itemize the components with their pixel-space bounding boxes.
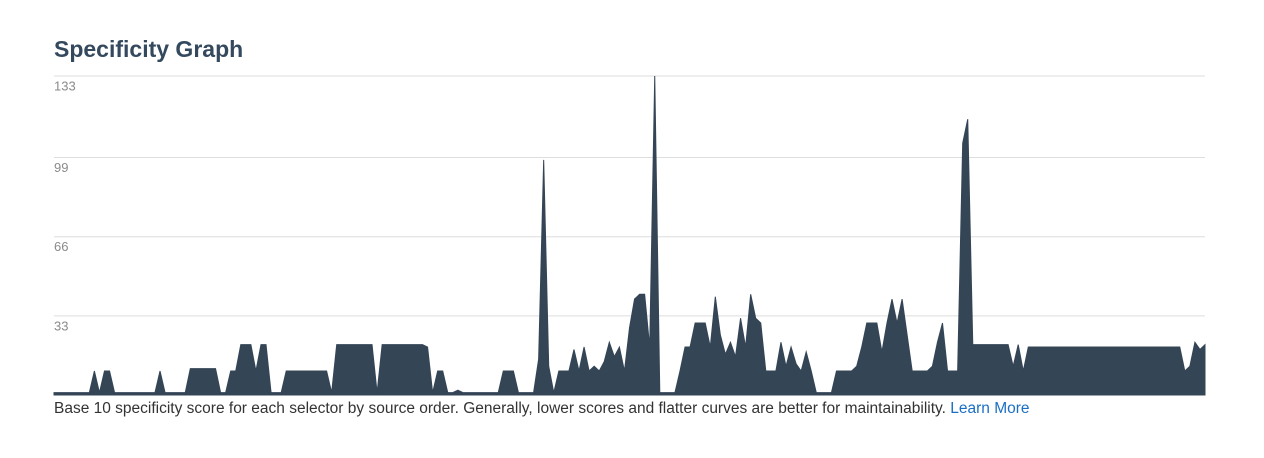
y-tick-label: 133 bbox=[54, 78, 76, 93]
area bbox=[53, 75, 1206, 396]
learn-more-link[interactable]: Learn More bbox=[950, 400, 1029, 417]
y-tick-label: 33 bbox=[54, 318, 68, 333]
caption: Base 10 specificity score for each selec… bbox=[54, 400, 1030, 417]
caption-text: Base 10 specificity score for each selec… bbox=[54, 400, 946, 417]
y-tick-label: 66 bbox=[54, 239, 68, 254]
chart-title: Specificity Graph bbox=[54, 36, 243, 62]
y-tick-label: 99 bbox=[54, 160, 68, 175]
